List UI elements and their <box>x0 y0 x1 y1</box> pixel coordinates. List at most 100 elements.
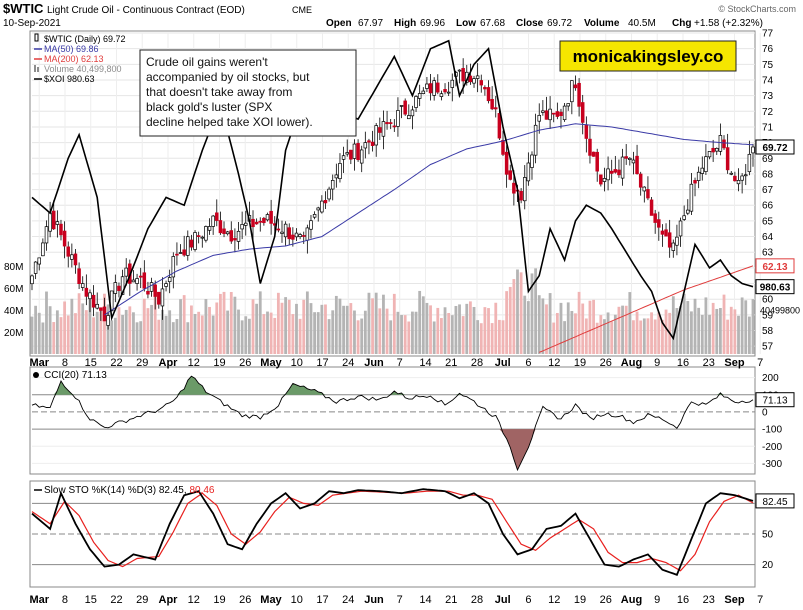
candle-body <box>407 115 411 120</box>
candle-body <box>244 222 248 226</box>
candle-body <box>374 125 378 146</box>
candle-body <box>312 214 317 218</box>
candle-body <box>207 226 212 231</box>
candle-body <box>37 257 41 265</box>
price-tick-label: 76 <box>762 44 774 55</box>
price-tick-label: 65 <box>762 216 774 227</box>
sto-x-tick-label: 21 <box>445 594 457 606</box>
xoi-value-tag-box <box>755 279 795 295</box>
volume-bar <box>117 307 121 354</box>
annotation-line: black gold's luster (SPX <box>146 100 272 114</box>
volume-bar <box>233 296 237 354</box>
volume-bar <box>454 305 458 354</box>
price-tick-label: 64 <box>762 232 774 243</box>
candle-body <box>736 180 741 185</box>
candle-body <box>283 223 288 238</box>
volume-bar <box>298 318 302 354</box>
volume-bar <box>59 317 63 354</box>
candle-body <box>62 230 67 247</box>
cci-title: CCI(20) 71.13 <box>44 370 107 381</box>
volume-bar <box>523 295 527 354</box>
volume-bar <box>494 302 498 354</box>
volume-bar <box>429 305 432 354</box>
volume-bar <box>211 315 215 354</box>
volume-bar <box>331 310 335 354</box>
volume-bar <box>320 304 324 354</box>
candle-body <box>599 174 603 185</box>
candle-body <box>649 199 654 216</box>
low-label: Low <box>456 18 476 29</box>
candle-body <box>570 80 574 103</box>
volume-bar <box>215 302 219 354</box>
candle-body <box>149 282 154 292</box>
candle-body <box>146 290 150 295</box>
volume-bar <box>450 315 454 354</box>
volume-bar <box>516 269 519 354</box>
candle-body <box>211 215 215 227</box>
price-x-tick-label: 26 <box>239 357 251 369</box>
annotation-line: Crude oil gains weren't <box>146 55 268 69</box>
volume-bar <box>505 291 509 354</box>
candle-body <box>722 139 726 149</box>
volume-bar <box>487 308 490 354</box>
volume-bar <box>610 321 614 354</box>
candle-body <box>718 135 723 152</box>
volume-bar <box>273 317 277 354</box>
price-x-tick-label: 19 <box>574 357 586 369</box>
candle-body <box>182 249 186 256</box>
candle-body <box>548 108 552 121</box>
volume-bar <box>150 304 153 354</box>
candle-body <box>113 282 118 294</box>
sto-value-box <box>755 493 795 509</box>
volume-bar <box>617 306 621 354</box>
volume-bar <box>338 298 342 354</box>
volume-bar <box>135 322 139 354</box>
candle-body <box>392 125 397 128</box>
ma200-line <box>539 265 754 353</box>
volume-bar <box>334 295 338 354</box>
volume-bar <box>345 305 349 354</box>
volume-bar <box>153 293 157 354</box>
volume-bar <box>432 321 436 354</box>
sto-x-tick-label: 28 <box>471 594 483 606</box>
candle-body <box>298 234 302 238</box>
volume-bar <box>679 306 682 354</box>
volume-bar <box>603 319 606 354</box>
price-x-tick-label: 10 <box>291 357 303 369</box>
candle-body <box>215 212 219 221</box>
candle-body <box>609 170 614 174</box>
volume-bar <box>642 318 646 354</box>
volume-bar <box>168 310 172 354</box>
candle-body <box>747 153 752 173</box>
candle-body <box>573 84 578 89</box>
candle-body <box>269 210 273 224</box>
volume-bar <box>581 303 585 354</box>
volume-bar <box>628 292 632 354</box>
volume-bar <box>128 306 132 354</box>
price-lines: 69.72 62.13 980.63 40499800 <box>31 39 800 353</box>
candle-body <box>345 152 349 155</box>
candle-body <box>349 149 353 160</box>
candle-body <box>287 227 291 240</box>
candle-body <box>744 174 748 177</box>
volume-bar <box>226 310 230 354</box>
candle-body <box>124 267 128 277</box>
volume-bar <box>269 312 273 354</box>
candle-body <box>707 151 712 158</box>
candle-body <box>580 102 585 123</box>
close-value-tag-text: 69.72 <box>762 143 787 154</box>
volume-bar <box>287 299 291 354</box>
volume-bar <box>258 291 262 354</box>
candle-body <box>566 103 570 107</box>
volume-bar <box>613 314 617 354</box>
candle-body <box>138 275 143 278</box>
candle-body <box>55 221 60 225</box>
price-tick-label: 74 <box>762 75 774 86</box>
volume-bar <box>378 308 382 354</box>
xoi-line <box>31 39 754 341</box>
close-label: Close <box>516 18 544 29</box>
volume-bar <box>711 302 715 354</box>
volume-bar <box>363 310 367 354</box>
candle-body <box>508 170 513 180</box>
